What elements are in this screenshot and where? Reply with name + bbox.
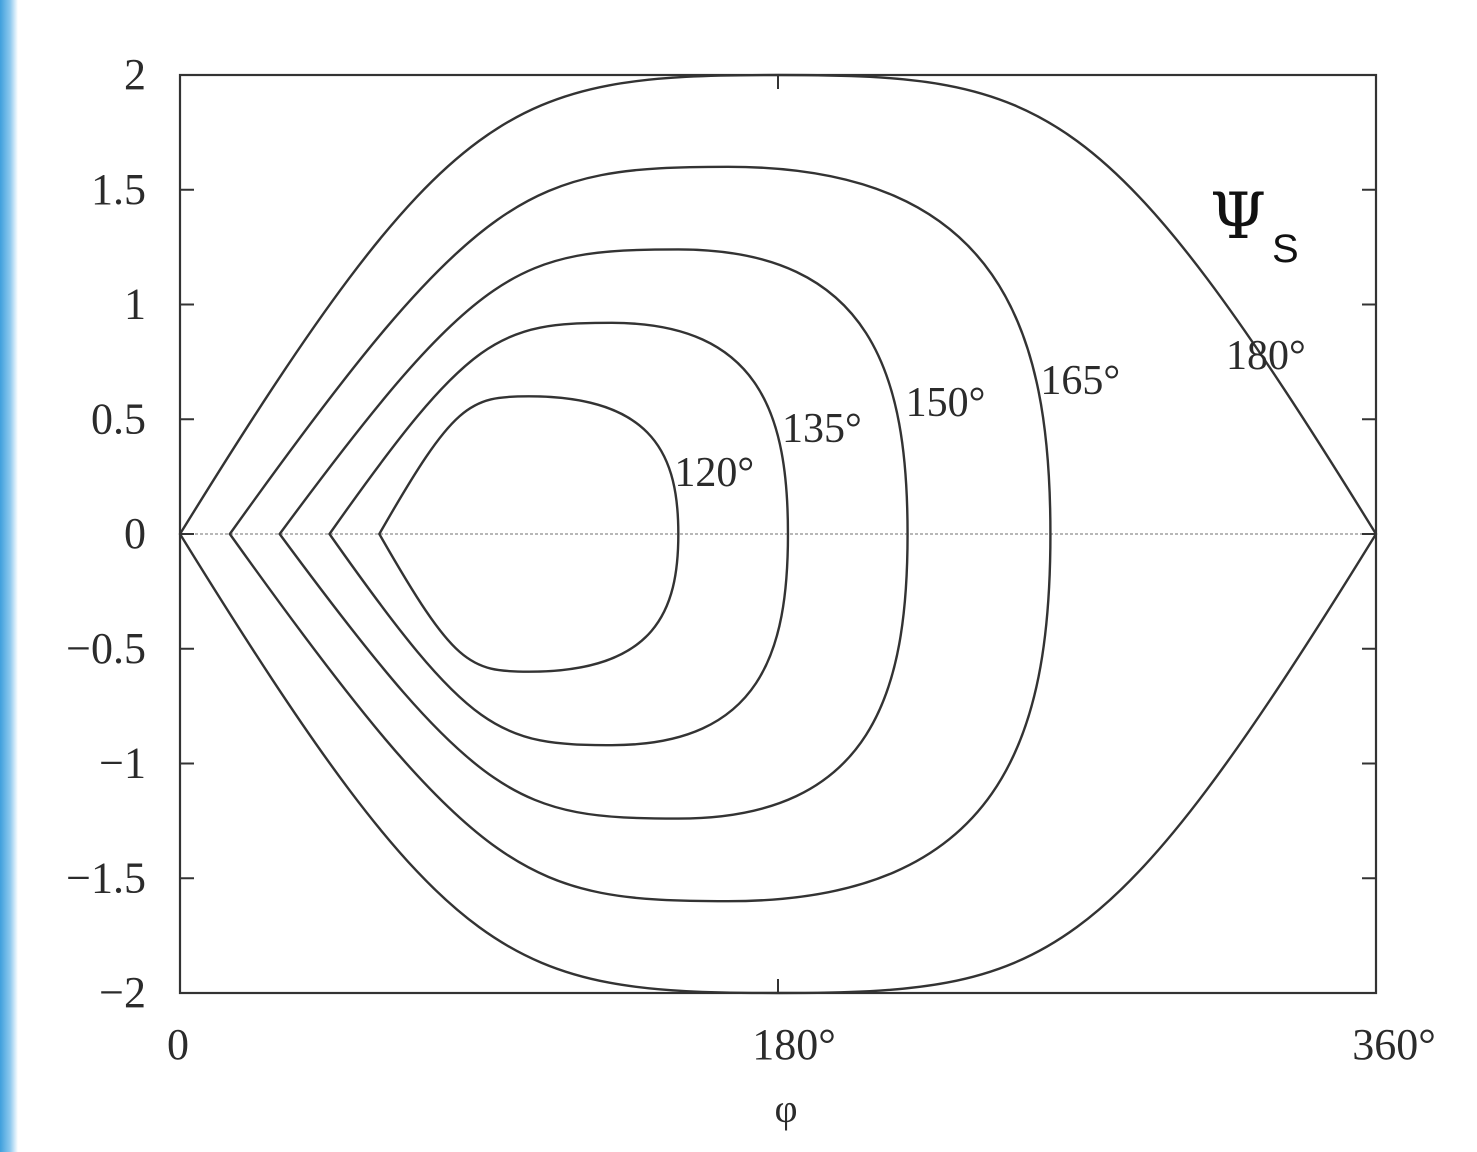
y-axis-ticks: 2 1.5 1 0.5 0 −0.5 −1 −1.5 −2 <box>66 50 1376 1017</box>
x-axis-ticks: 0 180° 360° <box>167 75 1436 1069</box>
orbit-curve <box>228 165 1052 903</box>
x-tick-label: 360° <box>1352 1020 1436 1069</box>
curve-label: 150° <box>906 380 986 426</box>
y-tick-label: −1 <box>99 739 146 788</box>
psi-symbol: Ψ <box>1210 180 1266 254</box>
slide: 2 1.5 1 0.5 0 −0.5 −1 −1.5 −2 0 180° 360° 120° 135°… <box>18 0 1477 1152</box>
y-tick-label: 1 <box>124 280 146 329</box>
curve-label: 165° <box>1040 358 1120 404</box>
curve-label: 180° <box>1226 333 1306 379</box>
x-tick-label: 0 <box>167 1020 189 1069</box>
y-tick-label: −1.5 <box>66 853 146 902</box>
orbit-curve-labels: 120° 135° 150° 165° 180° <box>674 333 1305 496</box>
psi-subscript: S <box>1272 227 1299 271</box>
y-tick-label: −2 <box>99 968 146 1017</box>
y-tick-label: 0 <box>124 509 146 558</box>
y-tick-label: 0.5 <box>91 394 146 443</box>
x-tick-label: 180° <box>752 1020 836 1069</box>
phase-portrait-chart: 2 1.5 1 0.5 0 −0.5 −1 −1.5 −2 0 180° 360° 120° 135°… <box>66 50 1436 1131</box>
orbit-curve <box>377 395 680 673</box>
curve-label: 135° <box>782 406 862 452</box>
curve-label: 120° <box>674 450 754 496</box>
y-tick-label: 2 <box>124 50 146 99</box>
x-axis-title: φ <box>774 1086 797 1131</box>
orbit-curve <box>328 321 790 747</box>
orbit-curve <box>278 248 909 820</box>
y-tick-label: 1.5 <box>91 165 146 214</box>
orbit-curves <box>178 73 1378 995</box>
orbit-curve <box>178 73 1378 995</box>
y-tick-label: −0.5 <box>66 624 146 673</box>
